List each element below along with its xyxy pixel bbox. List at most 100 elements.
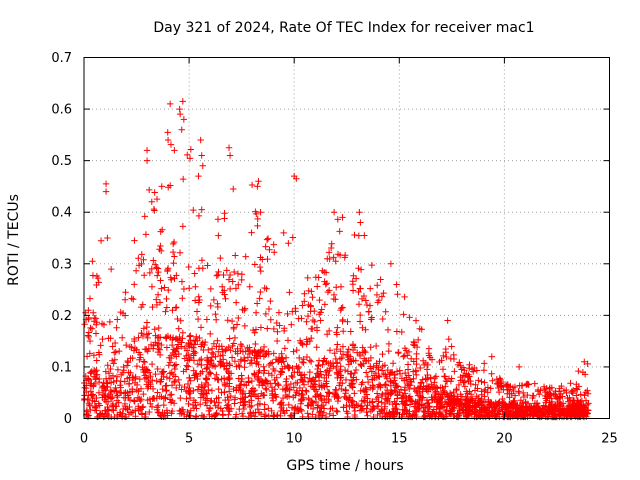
data-point <box>109 343 116 350</box>
data-point <box>135 334 142 341</box>
data-point <box>84 396 91 403</box>
data-point <box>363 301 371 309</box>
data-point <box>185 339 192 347</box>
data-point <box>423 366 431 373</box>
data-point <box>566 394 573 401</box>
data-point <box>307 358 315 365</box>
data-point <box>131 281 138 288</box>
data-point <box>163 304 171 311</box>
data-point <box>308 288 315 295</box>
data-point <box>439 366 447 373</box>
data-point <box>224 317 231 324</box>
data-point <box>88 391 95 399</box>
data-point <box>379 391 386 398</box>
data-point <box>124 357 131 365</box>
data-point <box>577 391 584 398</box>
data-point <box>194 315 202 323</box>
data-point <box>323 378 330 385</box>
data-point <box>378 399 385 406</box>
data-point <box>139 301 146 308</box>
data-point <box>255 361 262 368</box>
data-point <box>401 345 409 352</box>
data-point <box>401 369 409 377</box>
data-point <box>172 361 180 368</box>
data-point <box>164 129 171 136</box>
data-point <box>548 395 555 402</box>
data-point <box>542 388 549 396</box>
data-point <box>463 388 470 395</box>
data-point <box>411 342 418 349</box>
data-point <box>336 382 343 389</box>
data-point <box>479 413 487 421</box>
data-point <box>286 289 293 296</box>
data-point <box>450 388 457 396</box>
data-point <box>229 278 236 285</box>
data-point <box>367 285 374 292</box>
data-point <box>199 391 206 399</box>
data-point <box>204 262 211 269</box>
data-point <box>573 405 580 412</box>
data-point <box>147 400 154 408</box>
data-point <box>241 322 249 330</box>
data-point <box>319 361 326 368</box>
data-point <box>221 210 228 217</box>
data-point <box>325 287 333 294</box>
data-point <box>89 272 97 279</box>
data-point <box>285 401 292 409</box>
data-point <box>237 340 245 348</box>
data-point <box>293 175 300 182</box>
data-point <box>481 360 488 367</box>
data-point <box>423 400 431 407</box>
data-point <box>352 366 360 374</box>
data-point <box>520 402 527 410</box>
data-point <box>314 404 321 411</box>
data-point <box>215 394 222 401</box>
data-point <box>265 348 272 355</box>
data-point <box>390 405 398 413</box>
data-point <box>253 355 260 362</box>
data-point <box>416 325 423 332</box>
data-point <box>308 325 315 333</box>
x-tick-label: 25 <box>601 432 618 447</box>
data-point <box>108 395 115 402</box>
data-point <box>546 399 553 406</box>
data-point <box>378 406 385 413</box>
data-point <box>254 183 261 190</box>
data-point <box>495 388 503 396</box>
data-point <box>191 372 198 379</box>
data-point <box>102 393 109 401</box>
data-point <box>438 357 445 364</box>
data-point <box>121 402 129 410</box>
data-point <box>207 330 214 338</box>
data-point <box>505 386 513 393</box>
data-point <box>298 340 306 347</box>
data-point <box>513 412 521 419</box>
data-point <box>88 325 96 332</box>
data-point <box>483 410 490 418</box>
data-point <box>168 391 175 398</box>
data-point <box>498 399 506 406</box>
data-point <box>362 326 369 333</box>
data-point <box>405 394 412 402</box>
data-point <box>303 318 310 325</box>
data-point <box>566 412 574 419</box>
data-point <box>251 371 258 378</box>
data-point <box>381 405 388 413</box>
data-point <box>383 375 391 382</box>
data-point <box>230 385 237 393</box>
data-point <box>252 340 259 348</box>
data-point <box>289 308 296 315</box>
data-point <box>437 411 445 418</box>
data-point <box>457 401 464 409</box>
data-point <box>194 375 201 383</box>
data-point <box>122 413 130 421</box>
data-point <box>309 405 317 413</box>
data-point <box>365 308 372 315</box>
y-tick-label: 0.2 <box>51 309 72 324</box>
data-point <box>231 394 239 401</box>
data-point <box>368 316 375 323</box>
data-point <box>239 402 247 409</box>
data-point <box>319 412 326 419</box>
data-point <box>142 369 149 376</box>
data-point <box>454 410 462 417</box>
